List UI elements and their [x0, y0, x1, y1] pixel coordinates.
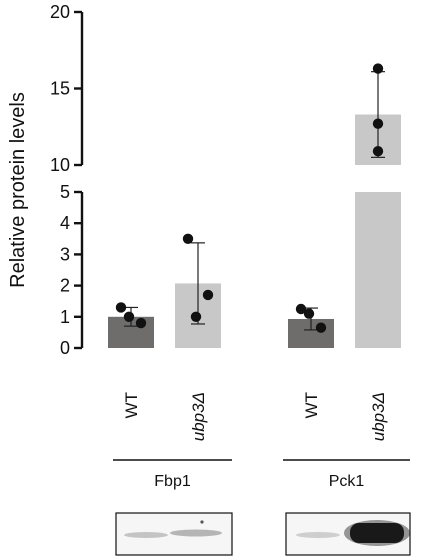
data-point: [190, 311, 202, 322]
y-tick-label: 1: [60, 307, 70, 327]
data-point: [372, 146, 384, 157]
western-blot-fbp1: [115, 512, 233, 556]
data-point: [182, 233, 194, 244]
data-point: [295, 303, 307, 315]
category-label: ubp3Δ: [189, 392, 208, 441]
y-tick-label: 2: [60, 276, 70, 296]
category-label: WT: [302, 392, 321, 418]
y-tick-label: 20: [50, 2, 70, 22]
data-point: [123, 311, 135, 322]
category-label: WT: [122, 392, 141, 418]
group-label: Fbp1: [154, 473, 191, 490]
bars: [108, 63, 401, 348]
y-tick-label: 5: [60, 182, 70, 202]
group-label: Pck1: [329, 473, 365, 490]
data-point: [372, 63, 384, 74]
data-point: [315, 322, 327, 333]
data-point: [303, 308, 315, 319]
data-point: [115, 302, 127, 313]
data-point: [135, 317, 147, 329]
y-tick-label: 10: [50, 155, 70, 175]
y-tick-label: 0: [60, 338, 70, 358]
y-axis-label: Relative protein levels: [7, 92, 29, 288]
y-tick-label: 3: [60, 244, 70, 264]
y-tick-label: 4: [60, 213, 70, 233]
bar: [355, 192, 401, 348]
category-labels: WT ubp3Δ Fbp1 WT ubp3Δ Pck1: [113, 392, 410, 490]
y-tick-label: 15: [50, 79, 70, 99]
western-blot-pck1: [285, 512, 411, 556]
category-label: ubp3Δ: [369, 392, 388, 441]
y-axis: 0 1 2 3 4 5 10 15 20: [50, 2, 84, 358]
data-point: [372, 118, 384, 129]
data-point: [202, 289, 214, 301]
